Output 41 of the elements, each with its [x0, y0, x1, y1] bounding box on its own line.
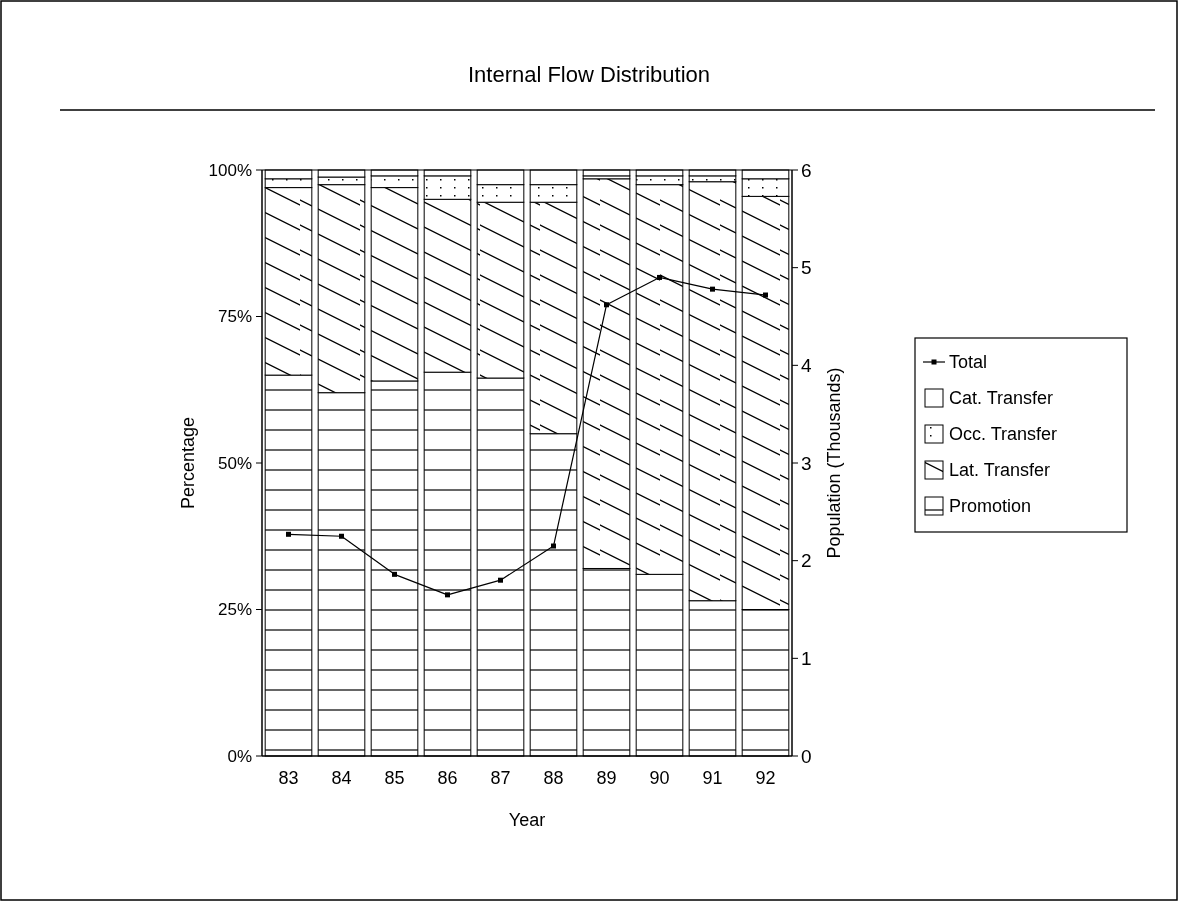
x-tick-label: 89	[596, 768, 617, 788]
chart-title: Internal Flow Distribution	[467, 62, 711, 87]
y-tick-label: 0%	[227, 746, 252, 766]
point	[392, 571, 397, 577]
y-tick-label: 100%	[208, 160, 252, 180]
legend-label: Total	[949, 352, 988, 373]
x-tick-label: 86	[437, 768, 458, 788]
y-tick-label: 75%	[217, 307, 252, 327]
legend-label: Lat. Transfer	[949, 460, 1051, 481]
y-tick-label: 50%	[217, 453, 252, 473]
point	[657, 274, 662, 280]
y2-tick-label: 1	[801, 647, 812, 669]
legend-label: Cat. Transfer	[949, 388, 1054, 409]
legend-label: Promotion	[949, 496, 1032, 517]
y2-axis-title: Population (Thousands)	[824, 367, 844, 559]
y2-tick-label: 6	[801, 159, 812, 181]
point	[498, 577, 503, 583]
point	[445, 592, 450, 598]
x-tick-label: 90	[649, 768, 670, 788]
x-tick-label: 88	[543, 768, 564, 788]
y-axis-title: Percentage	[178, 416, 198, 510]
y2-tick-label: 0	[801, 745, 812, 767]
x-tick-label: 91	[702, 768, 723, 788]
legend-label: Occ. Transfer	[949, 424, 1058, 445]
x-tick-label: 84	[331, 768, 352, 788]
y-tick-label: 25%	[217, 600, 252, 620]
x-tick-label: 85	[384, 768, 405, 788]
y2-tick-label: 3	[801, 452, 812, 474]
y2-tick-label: 4	[801, 354, 812, 376]
point	[286, 531, 291, 537]
y2-tick-label: 5	[801, 257, 812, 279]
point	[551, 543, 556, 549]
x-tick-label: 92	[755, 768, 776, 788]
point	[339, 533, 344, 539]
x-tick-label: 83	[278, 768, 299, 788]
point	[710, 286, 715, 292]
point	[763, 292, 768, 298]
y2-tick-label: 2	[801, 550, 812, 572]
point	[604, 302, 609, 308]
x-axis-title: Year	[508, 810, 546, 830]
x-tick-label: 87	[490, 768, 511, 788]
